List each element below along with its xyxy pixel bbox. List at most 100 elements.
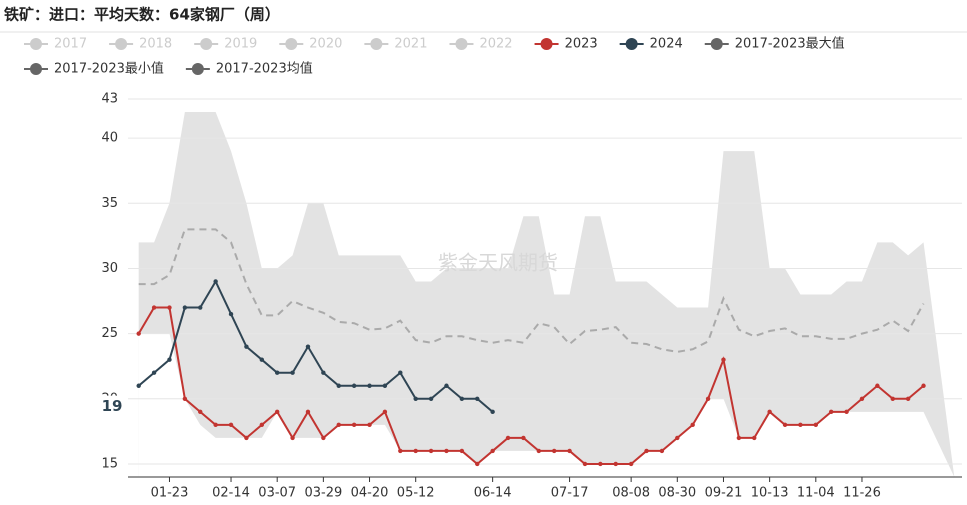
legend-marker — [710, 38, 723, 50]
x-tick-label: 10-13 — [751, 486, 789, 501]
legend-label: 2024 — [650, 37, 683, 52]
legend-label: 2021 — [394, 37, 427, 52]
point — [274, 409, 280, 415]
point — [244, 344, 249, 349]
x-tick-label: 08-30 — [658, 486, 696, 501]
x-tick-label: 03-07 — [258, 486, 296, 501]
point — [875, 383, 880, 388]
point — [290, 370, 295, 375]
plot-area — [128, 98, 962, 477]
point — [213, 279, 218, 284]
point — [859, 396, 865, 401]
point — [182, 305, 188, 310]
point — [198, 305, 203, 310]
point — [475, 396, 480, 401]
legend-item[interactable]: 2017 — [24, 37, 87, 52]
point — [644, 448, 649, 454]
point — [213, 422, 218, 428]
point — [551, 448, 557, 454]
legend-marker — [455, 38, 468, 50]
point — [136, 383, 141, 388]
legend-item[interactable]: 2017-2023最小值 — [24, 61, 164, 77]
point — [782, 422, 788, 428]
legend-item[interactable]: 2020 — [279, 37, 342, 52]
legend-marker — [200, 38, 213, 50]
point — [228, 311, 234, 317]
legend-item[interactable]: 2023 — [534, 37, 598, 52]
point — [444, 383, 449, 388]
point — [459, 448, 465, 454]
point — [382, 383, 388, 388]
point — [336, 383, 341, 388]
legend-item[interactable]: 2019 — [194, 37, 257, 52]
point — [290, 435, 295, 441]
legend-marker — [115, 38, 128, 50]
legend-item[interactable]: 2017-2023最大值 — [704, 36, 845, 52]
point — [167, 357, 172, 362]
point — [151, 370, 157, 375]
point — [336, 422, 341, 428]
point — [921, 383, 926, 388]
point — [244, 435, 249, 441]
point — [367, 383, 372, 388]
legend-label: 2018 — [139, 37, 172, 52]
point — [398, 370, 403, 375]
x-tick-label: 11-04 — [797, 486, 835, 501]
point — [351, 422, 357, 428]
point — [798, 422, 803, 428]
legend-marker — [30, 38, 42, 50]
point — [228, 422, 234, 428]
legend-label: 2019 — [224, 37, 257, 52]
point — [844, 409, 849, 415]
legend-item[interactable]: 2018 — [109, 37, 172, 52]
point — [613, 461, 618, 467]
legend-marker — [191, 63, 204, 75]
legend-marker — [370, 38, 383, 50]
point — [151, 305, 157, 310]
point — [767, 409, 772, 415]
point — [428, 448, 434, 454]
x-tick-label: 04-20 — [351, 486, 389, 501]
point — [321, 435, 326, 441]
band-floor — [138, 333, 955, 477]
point — [582, 461, 588, 467]
point — [351, 383, 357, 388]
legend-item[interactable]: 2021 — [364, 37, 427, 52]
point — [490, 448, 495, 454]
point — [721, 357, 726, 362]
legend-item[interactable]: 2022 — [449, 37, 513, 52]
legend-marker — [285, 38, 298, 50]
legend-label: 2017 — [54, 37, 87, 52]
y-pointer-label: 19 — [102, 397, 123, 415]
point — [752, 435, 757, 441]
point — [136, 331, 141, 336]
point — [305, 409, 311, 415]
y-tick-label: 25 — [101, 326, 118, 341]
point — [628, 461, 634, 467]
legend-label: 2017-2023最小值 — [54, 61, 164, 77]
y-tick-label: 30 — [101, 261, 118, 276]
point — [259, 357, 265, 362]
point — [505, 435, 511, 441]
legend-marker — [625, 38, 638, 50]
point — [413, 396, 418, 401]
y-tick-label: 15 — [101, 456, 118, 471]
legend-label: 2022 — [479, 37, 512, 52]
x-tick-label: 07-17 — [551, 486, 589, 501]
point — [321, 370, 326, 375]
legend-label: 2017-2023最大值 — [735, 36, 845, 52]
point — [598, 461, 603, 467]
point — [398, 448, 403, 454]
point — [198, 409, 203, 415]
x-tick-label: 06-14 — [474, 486, 512, 501]
point — [459, 396, 465, 401]
point — [167, 305, 172, 310]
point — [905, 396, 911, 401]
legend-label: 2023 — [565, 37, 598, 52]
x-tick-label: 08-08 — [612, 486, 650, 501]
legend-item[interactable]: 2024 — [619, 37, 683, 52]
point — [890, 396, 895, 401]
legend-item[interactable]: 2017-2023均值 — [185, 61, 313, 77]
